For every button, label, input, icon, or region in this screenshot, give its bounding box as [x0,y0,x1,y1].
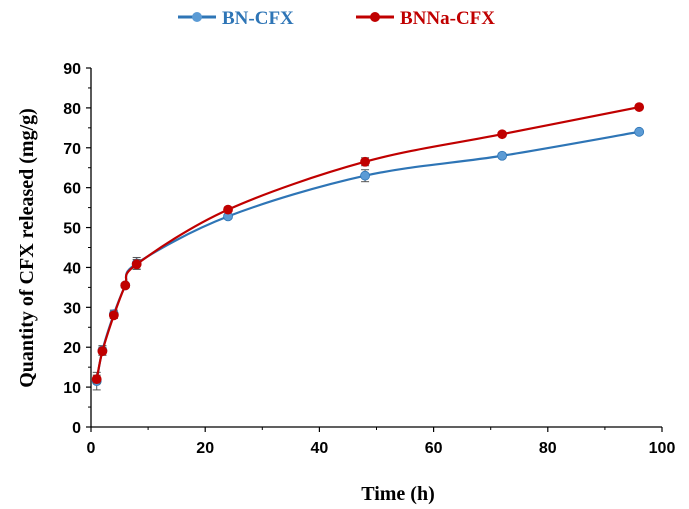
y-axis-title: Quantity of CFX released (mg/g) [16,108,38,388]
x-tick-label: 0 [87,440,96,457]
y-tick-label: 80 [63,101,81,118]
legend-label-bn-cfx: BN-CFX [222,8,294,29]
data-point-bn-cfx [634,126,645,137]
axes: 0 10 20 30 40 50 60 70 80 90 0 20 40 60 80 100 [63,61,675,457]
series-bn-cfx [91,126,645,391]
y-tick-label: 30 [63,300,81,317]
y-tick-label: 70 [63,141,81,158]
legend-label-bnna-cfx: BNNa-CFX [400,8,495,29]
y-tick-label: 0 [72,420,81,437]
legend-marker-bn-cfx [192,12,202,22]
data-point-bnna-cfx [360,156,370,167]
data-point-bnna-cfx [634,102,645,112]
y-tick-label: 60 [63,181,81,198]
legend-item-bnna-cfx: BNNa-CFX [356,8,495,29]
data-point-bnna-cfx [120,280,131,291]
x-tick-label: 100 [649,440,676,457]
data-point-bnna-cfx [131,259,142,270]
y-tick-label: 50 [63,221,81,238]
x-tick-label: 60 [425,440,443,457]
plot-area [91,102,645,391]
data-point-bn-cfx [360,170,370,181]
series-bnna-cfx [91,102,645,385]
data-point-bnna-cfx [97,346,108,357]
legend-marker-bnna-cfx [370,12,380,22]
x-axis-title: Time (h) [361,483,435,505]
data-point-bnna-cfx [497,129,508,140]
legend: BN-CFX BNNa-CFX [178,8,495,29]
x-tick-label: 40 [311,440,329,457]
data-point-bn-cfx [497,150,508,161]
y-tick-label: 10 [63,380,81,397]
y-tick-label: 20 [63,340,81,357]
y-tick-label: 40 [63,260,81,277]
series-line-bnna-cfx [95,106,640,380]
x-tick-label: 20 [196,440,214,457]
y-tick-label: 90 [63,61,81,78]
legend-item-bn-cfx: BN-CFX [178,8,294,29]
data-point-bnna-cfx [223,204,233,215]
data-point-bnna-cfx [108,310,119,321]
x-tick-label: 80 [539,440,557,457]
data-point-bnna-cfx [91,374,102,385]
